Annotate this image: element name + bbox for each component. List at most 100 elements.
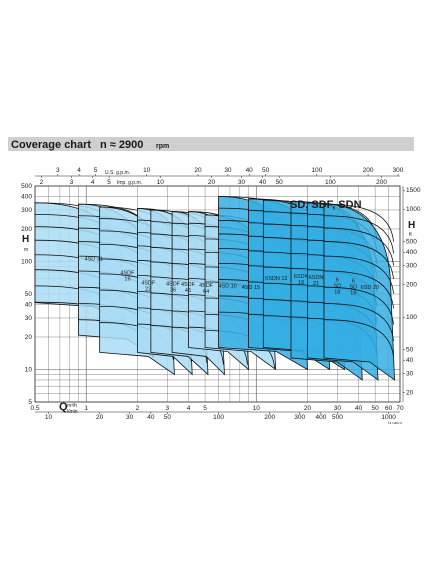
us-gpm-label: U.S. g.p.m. [105,170,130,176]
x-tick-label-usgpm: 4 [77,167,81,174]
y-tick-label-ft: 200 [406,282,417,289]
series-label-line: 4SDF [199,283,214,289]
series-label-line: 18 [334,290,340,296]
series-label-line: SD [350,284,358,290]
series-label-line: 4SD 31 [85,257,103,263]
x-tick-label-usgpm: 300 [393,167,404,174]
x-unit-lmin: l/min [67,409,78,415]
x-tick-label-usgpm: 100 [311,167,322,174]
title-band [8,137,414,151]
y-tick-label-m: 20 [25,334,33,341]
series-label: 6SDN 12 [265,276,287,282]
x-tick-label-usgpm: 10 [143,167,151,174]
x-tick-label-lmin: 400 [316,414,327,421]
series-label: 4SDF 46 [181,282,196,294]
x-tick-label-lmin: 1000 [381,414,396,421]
x-tick-label-impgpm: 5 [107,179,111,186]
stage-curve [323,270,394,309]
y-tick-label-m: 300 [21,207,32,214]
x-tick-label-m3h: 1 [84,405,88,412]
x-tick-label-m3h: 60 [385,405,393,412]
chart-title: SD, SDF, SDN [290,199,362,211]
y-axis-label-right: H [408,220,415,231]
y-tick-label-ft: 1000 [406,206,421,213]
series-label-line: 6 [336,278,339,284]
series-label-line: 6SDN 12 [265,276,287,282]
series-label: 4SDF 22 [141,281,156,293]
x-tick-label-m3h: 70 [396,405,404,412]
series-label-line: 4SDF [141,281,156,287]
y-tick-label-ft: 500 [406,239,417,246]
imp-gpm-label: Imp. g.p.m. [117,180,142,186]
x-tick-label-lmin: 200 [264,414,275,421]
y-tick-label-m: 100 [21,258,32,265]
x-tick-label-lmin: 500 [332,414,343,421]
y-tick-label-ft: 30 [406,371,414,378]
stage-curve [323,215,394,254]
series-label-line: 6SD 20 [361,285,379,291]
stage-curve [323,227,394,266]
series-label-line: 4SD 10 [218,284,236,290]
y-tick-label-m: 200 [21,226,32,233]
y-tick-label-ft: 300 [406,263,417,270]
series-label-line: 46 [185,288,191,294]
series-label-line: 19 [350,290,356,296]
series-label-line: 4SD 15 [242,285,260,291]
x-tick-label-usgpm: 20 [194,167,202,174]
x-tick-label-impgpm: 3 [70,179,74,186]
x-tick-label-m3h: 50 [372,405,380,412]
x-tick-label-lmin: 30 [126,414,134,421]
y-tick-label-ft: 20 [406,390,414,397]
x-tick-label-usgpm: 50 [262,167,270,174]
x-unit-m3h: m³/h [67,403,77,409]
series-label-line: 16 [124,277,130,283]
series-label: 4SD 10 [218,284,236,290]
series-label-line: 22 [145,287,151,293]
y-tick-label-m: 5 [28,399,32,406]
x-tick-label-impgpm: 50 [276,179,284,186]
x-tick-label-usgpm: 5 [94,167,98,174]
series-label: 4SD 15 [242,285,260,291]
stage-curve [323,319,394,358]
series-label-line: 64 [203,289,209,295]
x-tick-label-impgpm: 10 [157,179,165,186]
x-tick-label-m3h: 2 [136,405,140,412]
series-label: 6 SD 18 [334,278,342,296]
x-tick-label-impgpm: 200 [376,179,387,186]
series-label-line: 4SDF [166,281,181,287]
x-tick-label-m3h: 3 [166,405,170,412]
series-label-line: 16 [298,280,304,286]
x-tick-label-impgpm: 4 [91,179,95,186]
series-label-line: 4SDF [181,282,196,288]
x-tick-label-m3h: 4 [187,405,191,412]
y-tick-label-ft: 1500 [406,187,421,194]
series-label: 4SDF 64 [199,283,214,295]
series-label-line: 4SDF [120,271,135,277]
y-tick-label-m: 400 [21,193,32,200]
speed-label: n ≈ 2900 [100,139,143,151]
x-tick-label-impgpm: 40 [259,179,267,186]
x-tick-label-m3h: 20 [304,405,312,412]
x-tick-label-lmin: 300 [294,414,305,421]
y-tick-label-m: 40 [25,301,33,308]
series-label: 6 SD 19 [350,278,358,296]
series-label: 6SDN 16 [294,274,309,286]
y-tick-label-m: 30 [25,315,33,322]
series-label-line: 6 [352,278,355,284]
speed-unit: rpm [156,143,169,150]
x-tick-label-impgpm: 2 [40,179,44,186]
y-unit-m-left: m [24,247,28,253]
x-tick-label-m3h: 40 [355,405,363,412]
y-tick-label-m: 10 [25,366,33,373]
series-label: 6SD 20 [361,285,379,291]
series-label-line: 6SDN [309,275,324,281]
series-label: 4SDF 36 [166,281,181,293]
series-label-line: 36 [170,287,176,293]
x-tick-label-usgpm: 40 [246,167,254,174]
x-tick-label-m3h: 30 [334,405,342,412]
series-label: 4SD 31 [85,257,103,263]
y-axis-label-left: H [22,234,29,245]
y-unit-ft-right: ft [409,232,412,238]
